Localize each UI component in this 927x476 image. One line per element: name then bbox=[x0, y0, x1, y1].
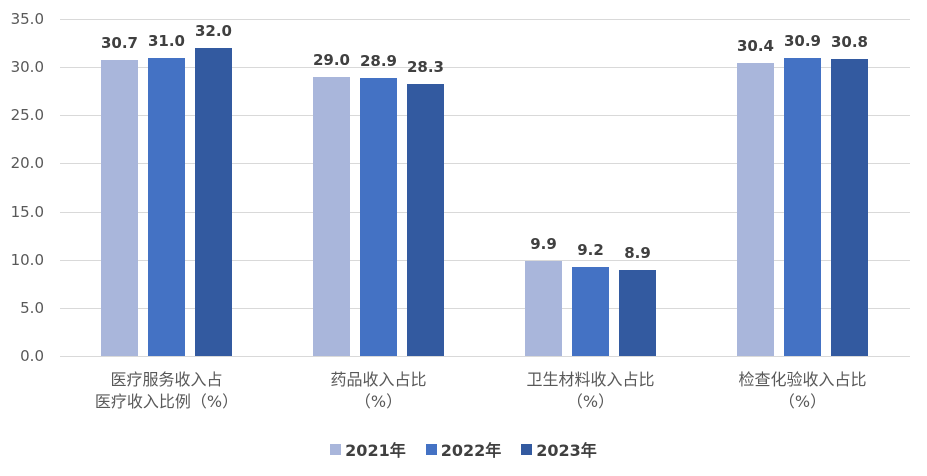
data-label: 8.9 bbox=[624, 244, 651, 263]
bar bbox=[195, 47, 232, 356]
bar bbox=[313, 76, 350, 356]
bar bbox=[407, 83, 444, 356]
gridline bbox=[60, 259, 910, 261]
legend: 2021年 2022年 2023年 bbox=[0, 437, 927, 461]
data-label: 31.0 bbox=[147, 31, 185, 50]
data-label: 28.3 bbox=[406, 57, 444, 76]
y-tick-label: 20.0 bbox=[10, 154, 44, 173]
bar bbox=[360, 77, 397, 356]
category-label-line: （%） bbox=[566, 392, 615, 411]
y-tick-label: 10.0 bbox=[10, 250, 44, 269]
category-label: 检查化验收入占比 （%） bbox=[703, 369, 903, 413]
gridline bbox=[60, 307, 910, 309]
legend-label: 2022年 bbox=[440, 441, 502, 460]
category-label-line: 药品收入占比 bbox=[330, 370, 427, 389]
gridline bbox=[60, 115, 910, 117]
bar bbox=[784, 58, 821, 356]
bar bbox=[831, 59, 868, 356]
legend-label: 2021年 bbox=[345, 441, 406, 460]
category-label-line: 卫生材料收入占比 bbox=[526, 370, 655, 389]
y-tick-label: 15.0 bbox=[10, 202, 44, 221]
data-label: 30.8 bbox=[830, 33, 868, 52]
bar bbox=[148, 57, 185, 356]
bar bbox=[101, 60, 138, 356]
legend-swatch-icon bbox=[521, 443, 533, 455]
category-label: 卫生材料收入占比 （%） bbox=[491, 369, 691, 413]
y-tick-label: 0.0 bbox=[20, 347, 44, 365]
category-label: 医疗服务收入占 医疗收入比例（%） bbox=[67, 369, 267, 413]
gridline bbox=[60, 211, 910, 213]
y-tick-label: 5.0 bbox=[20, 298, 44, 317]
category-label: 药品收入占比 （%） bbox=[279, 369, 479, 413]
bar bbox=[737, 63, 774, 356]
category-label-line: 医疗服务收入占 bbox=[110, 370, 223, 389]
category-label-line: （%） bbox=[778, 392, 827, 411]
data-label: 9.9 bbox=[530, 234, 557, 253]
data-label: 28.9 bbox=[359, 51, 397, 70]
category-label-line: 检查化验收入占比 bbox=[738, 370, 867, 389]
legend-item: 2023年 bbox=[521, 437, 597, 461]
data-label: 32.0 bbox=[194, 21, 232, 40]
category-label-line: 医疗收入比例（%） bbox=[94, 392, 239, 411]
legend-label: 2023年 bbox=[536, 441, 597, 460]
data-label: 9.2 bbox=[577, 241, 604, 260]
y-tick-label: 25.0 bbox=[10, 106, 44, 125]
gridline bbox=[60, 67, 910, 69]
legend-item: 2021年 bbox=[330, 437, 406, 461]
category-label-line: （%） bbox=[354, 392, 403, 411]
y-tick-label: 30.0 bbox=[10, 58, 44, 77]
gridline bbox=[60, 163, 910, 165]
gridline bbox=[60, 356, 910, 357]
gridline bbox=[60, 19, 910, 20]
data-label: 30.7 bbox=[100, 34, 138, 53]
bar bbox=[525, 260, 562, 356]
y-tick-label: 35.0 bbox=[10, 10, 44, 28]
legend-swatch-icon bbox=[330, 443, 342, 455]
legend-item: 2022年 bbox=[425, 437, 502, 461]
legend-swatch-icon bbox=[425, 443, 437, 455]
data-label: 30.4 bbox=[736, 37, 774, 56]
bar bbox=[572, 267, 609, 356]
bar bbox=[619, 270, 656, 356]
data-label: 30.9 bbox=[783, 32, 821, 51]
data-label: 29.0 bbox=[312, 50, 350, 69]
